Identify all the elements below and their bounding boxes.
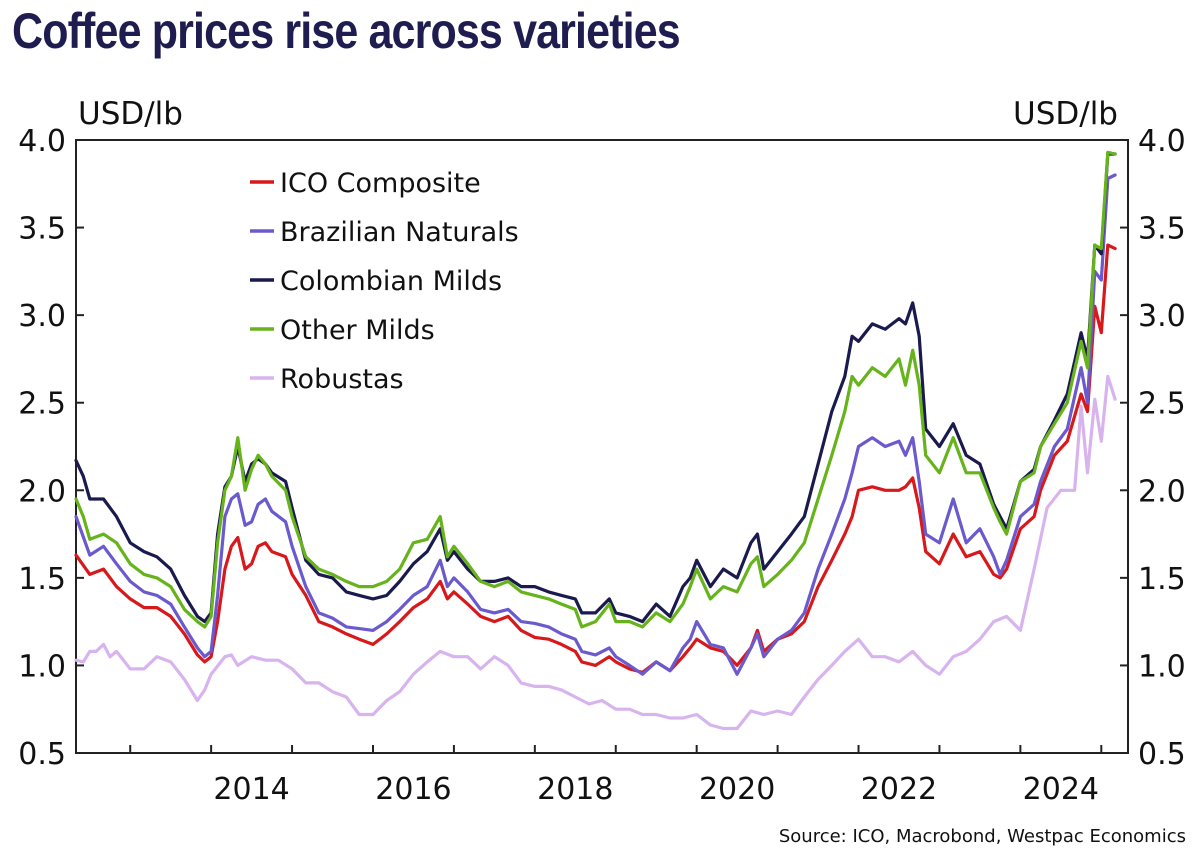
y-tick-label-left: 2.5 — [18, 387, 66, 422]
series-line-other-milds — [74, 150, 1117, 629]
y-tick-label-left: 3.5 — [18, 212, 66, 247]
legend: ICO Composite Brazilian Naturals Colombian… — [250, 168, 519, 395]
x-tick-label: 2014 — [213, 772, 289, 807]
legend-label: Other Milds — [280, 315, 435, 346]
axes: 0.5 0.5 1.0 1.0 1.5 1.5 2.0 2.0 2.5 2.5 3.0 3.0 3.5 3… — [18, 124, 1185, 807]
series-line-colombian-milds — [74, 152, 1117, 624]
legend-label: Robustas — [280, 364, 404, 395]
legend-label: Colombian Milds — [280, 266, 502, 297]
x-tick-label: 2022 — [861, 772, 937, 807]
y-tick-label-left: 2.0 — [18, 474, 66, 509]
series-line-brazilian-naturals — [74, 173, 1117, 676]
y-tick-label-left: 3.0 — [18, 299, 66, 334]
chart-title: Coffee prices rise across varieties — [12, 3, 681, 59]
y-tick-label-left: 4.0 — [18, 124, 66, 159]
y-tick-label-right: 3.5 — [1138, 212, 1186, 247]
legend-label: ICO Composite — [280, 168, 481, 199]
x-tick-label: 2016 — [375, 772, 451, 807]
series-line-robustas — [74, 374, 1117, 731]
y-tick-label-right: 1.0 — [1138, 649, 1186, 684]
x-tick-label: 2018 — [537, 772, 613, 807]
y-tick-label-right: 2.5 — [1138, 387, 1186, 422]
x-tick-label: 2020 — [699, 772, 775, 807]
source-note: Source: ICO, Macrobond, Westpac Economic… — [778, 826, 1186, 847]
left-axis-unit-label: USD/lb — [78, 96, 183, 132]
x-tick-label: 2024 — [1023, 772, 1099, 807]
y-tick-label-left: 1.5 — [18, 562, 66, 597]
y-tick-label-right: 2.0 — [1138, 474, 1186, 509]
plot-frame — [75, 139, 1129, 754]
y-tick-label-left: 0.5 — [18, 737, 66, 772]
y-tick-label-right: 4.0 — [1138, 124, 1186, 159]
y-tick-label-right: 3.0 — [1138, 299, 1186, 334]
legend-label: Brazilian Naturals — [280, 217, 519, 248]
right-axis-unit-label: USD/lb — [1013, 96, 1118, 132]
series-lines — [74, 150, 1117, 731]
y-tick-label-right: 0.5 — [1138, 737, 1186, 772]
series-line-ico-composite — [74, 243, 1117, 674]
y-tick-label-left: 1.0 — [18, 649, 66, 684]
y-tick-label-right: 1.5 — [1138, 562, 1186, 597]
